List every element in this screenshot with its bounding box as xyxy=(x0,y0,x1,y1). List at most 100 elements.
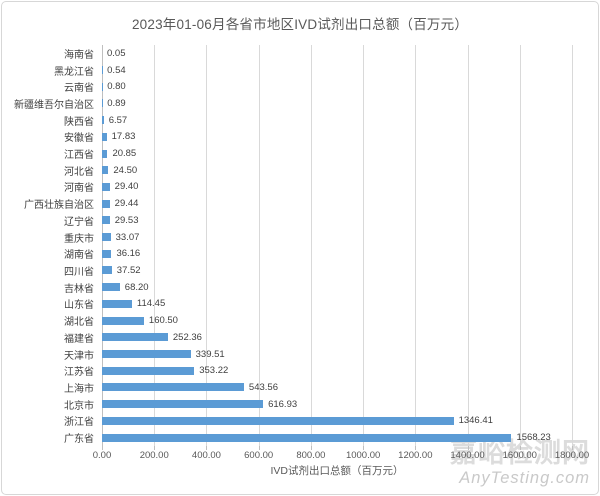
bar-row: 江西省 20.85 xyxy=(2,145,572,162)
bar-row: 河南省 29.40 xyxy=(2,179,572,196)
x-tick-label: 800.00 xyxy=(296,450,326,461)
axis-tick-mark xyxy=(572,446,573,450)
value-label: 29.40 xyxy=(114,181,139,193)
value-label: 68.20 xyxy=(124,281,149,293)
bar-row: 江苏省 353.22 xyxy=(2,362,572,379)
axis-tick-mark xyxy=(154,446,156,450)
bar xyxy=(102,366,195,375)
bar-row: 陕西省 6.57 xyxy=(2,112,572,129)
bar xyxy=(102,400,264,409)
bar-row: 天津市 339.51 xyxy=(2,346,572,363)
bar-row: 福建省 252.36 xyxy=(2,329,572,346)
value-label: 37.52 xyxy=(116,264,141,276)
bar-track: 68.20 xyxy=(102,279,572,296)
bar-track: 1346.41 xyxy=(102,412,572,429)
bar-track: 0.89 xyxy=(102,95,572,112)
category-label: 黑龙江省 xyxy=(54,66,94,78)
x-tick-label: 1800.00 xyxy=(554,450,590,461)
bar xyxy=(102,350,191,358)
bar-row: 安徽省 17.83 xyxy=(2,129,572,146)
x-tick-label: 200.00 xyxy=(139,450,169,461)
value-label: 36.16 xyxy=(116,248,141,260)
category-label: 云南省 xyxy=(64,83,94,95)
bar-track: 339.51 xyxy=(102,346,572,363)
x-axis-ticks: 0.00 200.00 400.00 600.00 800.00 1000.00 1200.… xyxy=(93,450,589,462)
bar-track: 543.56 xyxy=(102,379,572,396)
axis-tick-mark xyxy=(102,446,103,450)
bar-track: 20.85 xyxy=(102,145,572,162)
bar xyxy=(102,249,112,258)
category-label: 广东省 xyxy=(64,434,94,446)
bar xyxy=(102,266,112,275)
bar xyxy=(102,182,110,191)
bar xyxy=(102,116,104,125)
bar-track: 1568.23 xyxy=(102,429,572,446)
bar xyxy=(102,283,120,292)
bar xyxy=(102,216,110,225)
value-label: 1346.41 xyxy=(458,415,493,427)
bar-track: 36.16 xyxy=(102,245,572,262)
value-label: 0.89 xyxy=(107,97,126,109)
value-label: 0.54 xyxy=(107,64,126,76)
gridline xyxy=(258,45,260,446)
value-label: 29.44 xyxy=(114,198,139,210)
gridline xyxy=(154,45,156,446)
value-label: 353.22 xyxy=(199,365,229,377)
value-label: 252.36 xyxy=(172,331,202,343)
bar xyxy=(102,416,454,425)
category-label: 河南省 xyxy=(64,183,94,195)
bar xyxy=(102,383,244,392)
value-label: 160.50 xyxy=(148,315,178,327)
category-label: 四川省 xyxy=(64,266,94,278)
category-axis-line xyxy=(102,45,103,446)
bar xyxy=(102,199,110,208)
bar xyxy=(102,132,107,141)
axis-tick-mark xyxy=(206,446,208,450)
bar-row: 广东省 1568.23 xyxy=(2,429,572,446)
value-label: 0.05 xyxy=(107,47,126,59)
gridline xyxy=(572,45,573,446)
bar-track: 160.50 xyxy=(102,312,572,329)
bar xyxy=(102,233,111,242)
x-tick-label: 1600.00 xyxy=(502,450,537,461)
category-label: 安徽省 xyxy=(64,133,94,145)
category-label: 福建省 xyxy=(64,333,94,345)
bar-track: 0.05 xyxy=(102,45,572,62)
value-label: 0.80 xyxy=(107,81,126,93)
bar-track: 17.83 xyxy=(102,129,572,146)
value-label: 114.45 xyxy=(136,298,166,310)
bar-track: 6.57 xyxy=(102,112,572,129)
bar-row: 湖北省 160.50 xyxy=(2,312,572,329)
value-label: 29.53 xyxy=(114,214,139,226)
plot-area xyxy=(102,45,573,450)
category-label: 山东省 xyxy=(64,300,94,312)
x-axis-label: IVD试剂出口总额（百万元） xyxy=(270,465,404,477)
category-label: 湖南省 xyxy=(64,250,94,262)
bar-track: 353.22 xyxy=(102,362,572,379)
bar-track: 29.40 xyxy=(102,179,572,196)
bar xyxy=(102,166,109,175)
gridline xyxy=(415,45,417,446)
category-label: 浙江省 xyxy=(64,417,94,429)
x-tick-label: 1200.00 xyxy=(398,450,433,461)
category-label: 辽宁省 xyxy=(64,216,94,228)
bar-track: 29.53 xyxy=(102,212,572,229)
category-label: 北京市 xyxy=(64,400,94,412)
value-label: 20.85 xyxy=(112,148,137,160)
value-label: 33.07 xyxy=(115,231,140,243)
bar-track: 0.80 xyxy=(102,78,572,95)
bar-row: 浙江省 1346.41 xyxy=(2,412,572,429)
value-label: 339.51 xyxy=(195,348,225,360)
category-label: 河北省 xyxy=(64,166,94,178)
bar-row: 上海市 543.56 xyxy=(2,379,572,396)
category-label: 天津市 xyxy=(64,350,94,362)
bar-row: 云南省 0.80 xyxy=(2,78,572,95)
bar-row: 黑龙江省 0.54 xyxy=(2,62,572,79)
category-label: 吉林省 xyxy=(64,283,94,295)
category-label: 江西省 xyxy=(64,150,94,162)
bar-row: 广西壮族自治区 29.44 xyxy=(2,195,572,212)
category-label: 上海市 xyxy=(64,383,94,395)
gridline xyxy=(363,45,365,446)
x-tick-label: 600.00 xyxy=(244,450,274,461)
